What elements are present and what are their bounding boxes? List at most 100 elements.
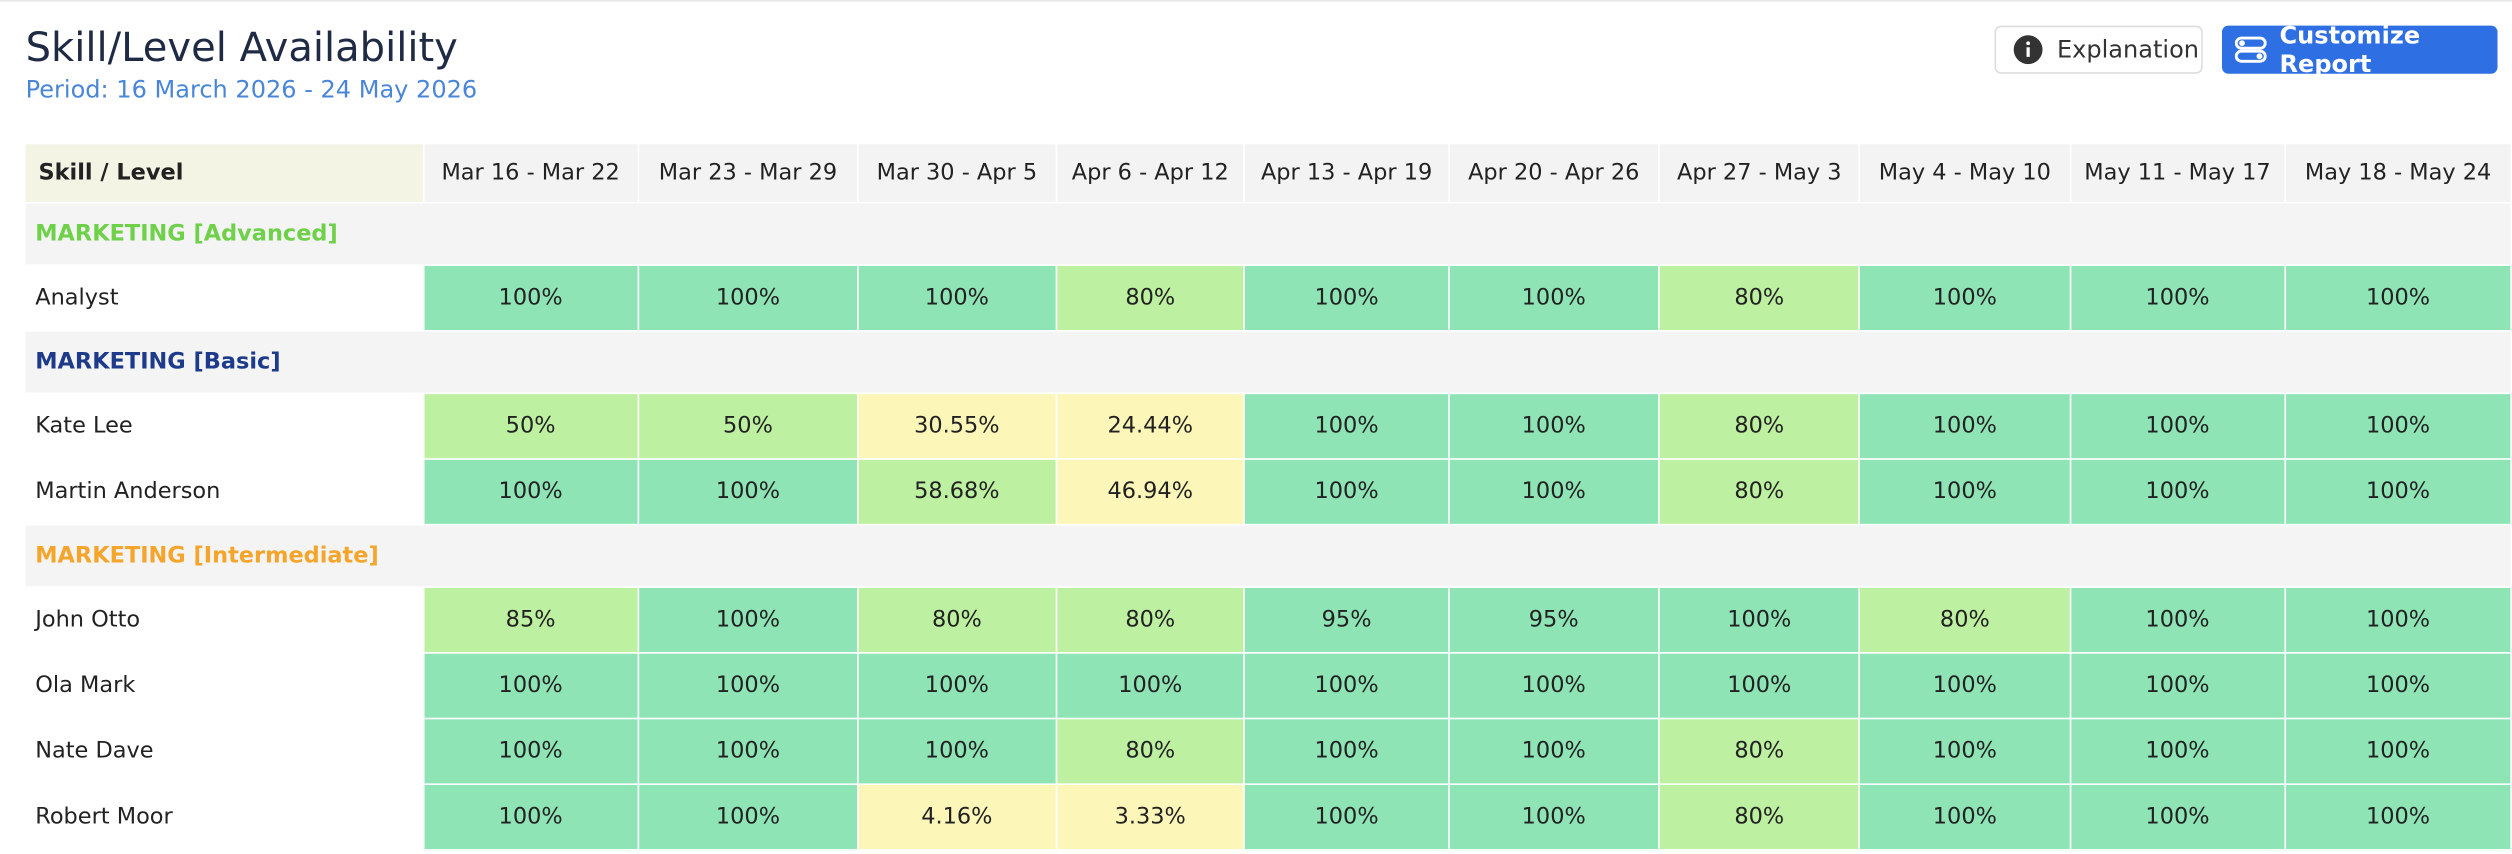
row-name: John Otto xyxy=(24,586,424,654)
row: Nate Dave 100% 100% 100% 80% 100% 100% 80% 100% 1… xyxy=(24,717,2512,785)
availability-cell: 100% xyxy=(1658,586,1861,654)
availability-cell: 100% xyxy=(1858,652,2071,720)
availability-cell: 100% xyxy=(1243,458,1450,526)
availability-cell: 100% xyxy=(1055,652,1246,720)
availability-cell: 100% xyxy=(1858,392,2071,460)
row-name: Kate Lee xyxy=(24,392,424,460)
row-name: Martin Anderson xyxy=(24,458,424,526)
column-header: May 4 - May 10 xyxy=(1858,142,2071,204)
availability-cell: 80% xyxy=(1858,586,2071,654)
availability-cell: 100% xyxy=(857,264,1057,332)
availability-cell: 80% xyxy=(1055,586,1246,654)
availability-cell: 100% xyxy=(2284,458,2512,526)
page-title: Skill/Level Availability xyxy=(25,24,458,71)
row-name: Ola Mark xyxy=(24,652,424,720)
availability-cell: 100% xyxy=(1447,458,1660,526)
availability-cell: 100% xyxy=(2069,392,2286,460)
availability-cell: 100% xyxy=(857,717,1057,785)
period: Period: 16 March 2026 - 24 May 2026 xyxy=(25,75,478,105)
availability-cell: 50% xyxy=(422,392,639,460)
availability-cell: 100% xyxy=(1858,458,2071,526)
availability-cell: 100% xyxy=(422,783,639,851)
group-row: MARKETING [Advanced] xyxy=(24,201,2512,266)
availability-cell: 100% xyxy=(1447,717,1660,785)
column-header: May 18 - May 24 xyxy=(2284,142,2512,204)
row: Kate Lee 50% 50% 30.55% 24.44% 100% 100% 80% 100… xyxy=(24,392,2512,460)
availability-cell: 80% xyxy=(1658,392,1861,460)
explanation-button[interactable]: Explanation xyxy=(1994,25,2203,74)
availability-cell: 100% xyxy=(1858,783,2071,851)
availability-cell: 100% xyxy=(2069,586,2286,654)
availability-cell: 100% xyxy=(2069,783,2286,851)
row: Analyst 100% 100% 100% 80% 100% 100% 80% 100% 100… xyxy=(24,264,2512,332)
availability-cell: 100% xyxy=(857,652,1057,720)
info-icon xyxy=(2013,35,2043,65)
availability-cell: 95% xyxy=(1243,586,1450,654)
availability-cell: 100% xyxy=(2069,652,2286,720)
header-row: Skill / Level Mar 16 - Mar 22 Mar 23 - Mar… xyxy=(24,142,2512,204)
row: Martin Anderson 100% 100% 58.68% 46.94% 100% 1… xyxy=(24,458,2512,526)
availability-cell: 100% xyxy=(1243,783,1450,851)
column-header: Mar 30 - Apr 5 xyxy=(857,142,1057,204)
availability-cell: 80% xyxy=(1658,717,1861,785)
availability-cell: 100% xyxy=(637,264,859,332)
availability-cell: 100% xyxy=(1243,717,1450,785)
availability-cell: 80% xyxy=(1658,264,1861,332)
availability-cell: 95% xyxy=(1447,586,1660,654)
group-row: MARKETING [Intermediate] xyxy=(24,523,2512,588)
availability-cell: 46.94% xyxy=(1055,458,1246,526)
availability-cell: 100% xyxy=(2284,652,2512,720)
column-header: May 11 - May 17 xyxy=(2069,142,2286,204)
toggle-icon xyxy=(2234,36,2267,63)
availability-cell: 100% xyxy=(637,458,859,526)
availability-cell: 100% xyxy=(2069,717,2286,785)
button-label: Customize Report xyxy=(2279,20,2421,79)
row-name: Nate Dave xyxy=(24,717,424,785)
button-label: Explanation xyxy=(2056,35,2200,65)
availability-cell: 80% xyxy=(857,586,1057,654)
availability-table: Skill / Level Mar 16 - Mar 22 Mar 23 - Mar… xyxy=(24,142,2512,851)
column-header: Mar 23 - Mar 29 xyxy=(637,142,859,204)
availability-cell: 100% xyxy=(1858,264,2071,332)
availability-cell: 100% xyxy=(1243,652,1450,720)
column-header: Apr 20 - Apr 26 xyxy=(1447,142,1660,204)
availability-cell: 100% xyxy=(1447,783,1660,851)
availability-cell: 100% xyxy=(2284,717,2512,785)
column-header: Apr 13 - Apr 19 xyxy=(1243,142,1450,204)
row: John Otto 85% 100% 80% 80% 95% 95% 100% 80% 100% 1… xyxy=(24,586,2512,654)
availability-cell: 100% xyxy=(2284,392,2512,460)
availability-cell: 100% xyxy=(2284,586,2512,654)
availability-cell: 58.68% xyxy=(857,458,1057,526)
group-name: MARKETING [Basic] xyxy=(24,330,2512,395)
group-name: MARKETING [Advanced] xyxy=(24,201,2512,266)
column-header: Apr 6 - Apr 12 xyxy=(1055,142,1246,204)
availability-cell: 100% xyxy=(422,717,639,785)
availability-cell: 100% xyxy=(637,717,859,785)
availability-cell: 4.16% xyxy=(857,783,1057,851)
availability-cell: 30.55% xyxy=(857,392,1057,460)
availability-cell: 100% xyxy=(422,264,639,332)
availability-cell: 3.33% xyxy=(1055,783,1246,851)
availability-cell: 50% xyxy=(637,392,859,460)
availability-cell: 80% xyxy=(1658,783,1861,851)
availability-cell: 100% xyxy=(422,652,639,720)
row-name: Robert Moor xyxy=(24,783,424,851)
availability-cell: 100% xyxy=(2284,783,2512,851)
availability-cell: 100% xyxy=(637,586,859,654)
column-header: Apr 27 - May 3 xyxy=(1658,142,1861,204)
availability-cell: 100% xyxy=(1447,392,1660,460)
availability-cell: 85% xyxy=(422,586,639,654)
column-header: Mar 16 - Mar 22 xyxy=(422,142,639,204)
row-name: Analyst xyxy=(24,264,424,332)
customize-button[interactable]: Customize Report xyxy=(2221,21,2498,78)
availability-cell: 100% xyxy=(2069,458,2286,526)
availability-cell: 100% xyxy=(1858,717,2071,785)
availability-cell: 100% xyxy=(637,783,859,851)
availability-cell: 100% xyxy=(422,458,639,526)
availability-cell: 100% xyxy=(637,652,859,720)
row: Ola Mark 100% 100% 100% 100% 100% 100% 100% 100%… xyxy=(24,652,2512,720)
availability-cell: 80% xyxy=(1055,717,1246,785)
availability-cell: 24.44% xyxy=(1055,392,1246,460)
group-row: MARKETING [Basic] xyxy=(24,330,2512,395)
